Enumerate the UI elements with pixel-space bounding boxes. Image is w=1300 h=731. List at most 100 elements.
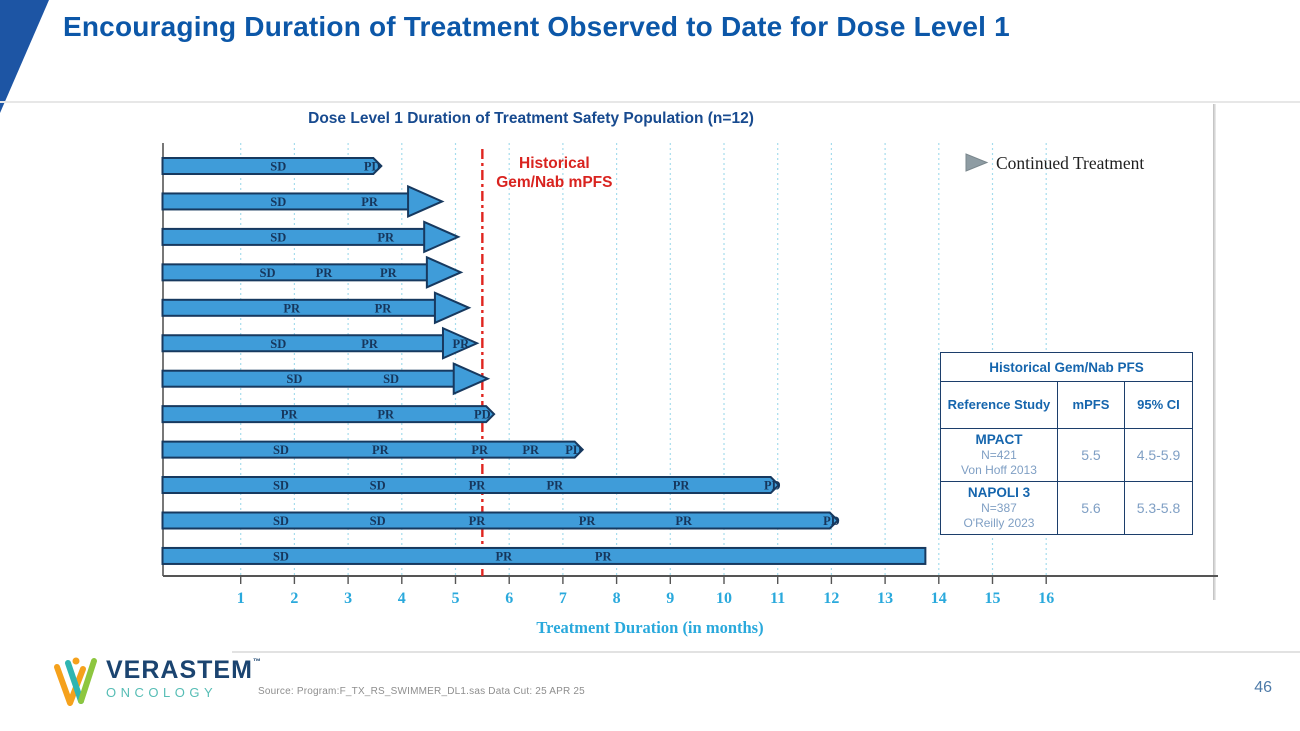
bar-segment-label: PD — [764, 479, 781, 493]
bar-segment-label: SD — [370, 514, 386, 528]
continued-arrow-cap — [407, 184, 445, 218]
header-divider — [0, 101, 1300, 103]
bar-segment-label: PD — [364, 160, 381, 174]
bar-segment-label: PD — [565, 443, 582, 457]
slide-title: Encouraging Duration of Treatment Observ… — [63, 11, 1010, 42]
bar-segment-label: PR — [673, 479, 691, 493]
x-tick-label: 13 — [877, 590, 893, 607]
study-cell: NAPOLI 3 N=387 O'Reilly 2023 — [940, 481, 1058, 535]
mpfs-value: 5.6 — [1056, 481, 1125, 535]
col-header-mpfs: mPFS — [1056, 381, 1125, 429]
verastem-logo-mark — [54, 657, 97, 706]
reference-label-line2: Gem/Nab mPFS — [496, 174, 612, 191]
table-title: Historical Gem/Nab PFS — [940, 352, 1193, 382]
bar-segment-label: PR — [377, 408, 395, 422]
study-ref: Von Hoff 2013 — [961, 463, 1037, 478]
mpfs-value: 5.5 — [1056, 428, 1125, 482]
bar-segment-label: SD — [383, 372, 399, 386]
continued-arrow-cap — [441, 326, 480, 360]
logo-brand: VERASTEM™ — [106, 656, 262, 684]
page-number: 46 — [1254, 679, 1272, 696]
bar-segment-label: SD — [270, 337, 286, 351]
reference-label-line1: Historical — [519, 155, 590, 172]
x-tick-label: 1 — [237, 590, 245, 607]
x-tick-label: 7 — [559, 590, 567, 607]
x-tick-label: 9 — [666, 590, 674, 607]
ci-value: 5.3-5.8 — [1123, 481, 1194, 535]
study-cell: MPACT N=421 Von Hoff 2013 — [940, 428, 1058, 482]
swimmer-bar — [161, 546, 927, 565]
col-header-95ci: 95% CI — [1123, 381, 1194, 429]
chart-title: Dose Level 1 Duration of Treatment Safet… — [308, 110, 754, 127]
x-tick-label: 3 — [344, 590, 352, 607]
col-header-reference-study: Reference Study — [940, 381, 1058, 429]
x-tick-label: 5 — [452, 590, 460, 607]
bar-segment-label: SD — [286, 372, 302, 386]
bar-segment-label: PR — [453, 337, 471, 351]
x-tick-label: 12 — [823, 590, 839, 607]
study-name: MPACT — [975, 431, 1023, 447]
x-tick-label: 8 — [613, 590, 621, 607]
swimmer-bar — [161, 157, 383, 175]
study-n: N=387 — [981, 501, 1017, 516]
bar-segment-label: PR — [283, 301, 301, 315]
x-tick-label: 6 — [505, 590, 513, 607]
continued-arrow-cap — [425, 255, 464, 289]
legend-label: Continued Treatment — [996, 153, 1144, 173]
study-n: N=421 — [981, 448, 1017, 463]
bar-segment-label: SD — [260, 266, 276, 280]
bar-segment-label: SD — [273, 549, 289, 563]
bar-segment-label: SD — [270, 230, 286, 244]
bar-segment-label: SD — [370, 479, 386, 493]
study-ref: O'Reilly 2023 — [963, 516, 1035, 531]
x-axis-label: Treatment Duration (in months) — [536, 618, 763, 637]
bar-segment-label: PR — [469, 514, 487, 528]
bar-segment-label: PR — [361, 337, 379, 351]
x-tick-label: 4 — [398, 590, 406, 607]
x-tick-label: 10 — [716, 590, 732, 607]
continued-treatment-arrow-icon — [965, 153, 989, 172]
content-panel-shadow — [1213, 104, 1216, 600]
table-row: NAPOLI 3 N=387 O'Reilly 2023 5.6 5.3-5.8 — [940, 481, 1194, 535]
bar-segment-label: PD — [474, 408, 491, 422]
study-name: NAPOLI 3 — [967, 484, 1031, 500]
bar-segment-label: PR — [469, 479, 487, 493]
x-tick-label: 11 — [770, 590, 785, 607]
swimmer-bar — [161, 440, 585, 459]
corner-accent-triangle — [0, 0, 49, 113]
bar-segment-label: SD — [270, 195, 286, 209]
bar-segment-label: SD — [273, 514, 289, 528]
bar-segment-label: PR — [579, 514, 597, 528]
swimmer-bar — [161, 369, 457, 388]
bar-segment-label: PR — [471, 443, 489, 457]
footer-divider — [232, 651, 1300, 653]
bar-segment-label: PR — [316, 266, 334, 280]
trademark-symbol: ™ — [252, 657, 262, 666]
logo-sub-brand: ONCOLOGY — [106, 685, 218, 700]
source-note: Source: Program:F_TX_RS_SWIMMER_DL1.sas … — [258, 686, 585, 697]
table-row: MPACT N=421 Von Hoff 2013 5.5 4.5-5.9 — [940, 428, 1194, 482]
bar-segment-label: SD — [273, 479, 289, 493]
swimmer-bar — [161, 405, 496, 424]
continued-arrow-cap — [452, 362, 491, 396]
swimmer-bar — [161, 334, 446, 353]
continued-arrow-cap — [433, 291, 472, 325]
verastem-logo: VERASTEM™ ONCOLOGY — [50, 656, 262, 708]
verastem-logo-text: VERASTEM™ ONCOLOGY — [106, 656, 262, 701]
bar-segment-label: PR — [495, 549, 513, 563]
bar-segment-label: PR — [361, 195, 379, 209]
bar-segment-label: PR — [522, 443, 540, 457]
bar-segment-label: PR — [372, 443, 390, 457]
bar-segment-label: SD — [270, 160, 286, 174]
ci-value: 4.5-5.9 — [1123, 428, 1194, 482]
historical-pfs-table: Historical Gem/Nab PFS Reference Study m… — [940, 352, 1194, 535]
x-tick-label: 16 — [1038, 590, 1054, 607]
bar-segment-label: PR — [595, 549, 613, 563]
bar-segment-label: PR — [547, 479, 565, 493]
continued-arrow-cap — [423, 220, 461, 254]
x-tick-label: 2 — [290, 590, 298, 607]
swimmer-bar — [161, 476, 781, 495]
x-tick-label: 15 — [985, 590, 1001, 607]
